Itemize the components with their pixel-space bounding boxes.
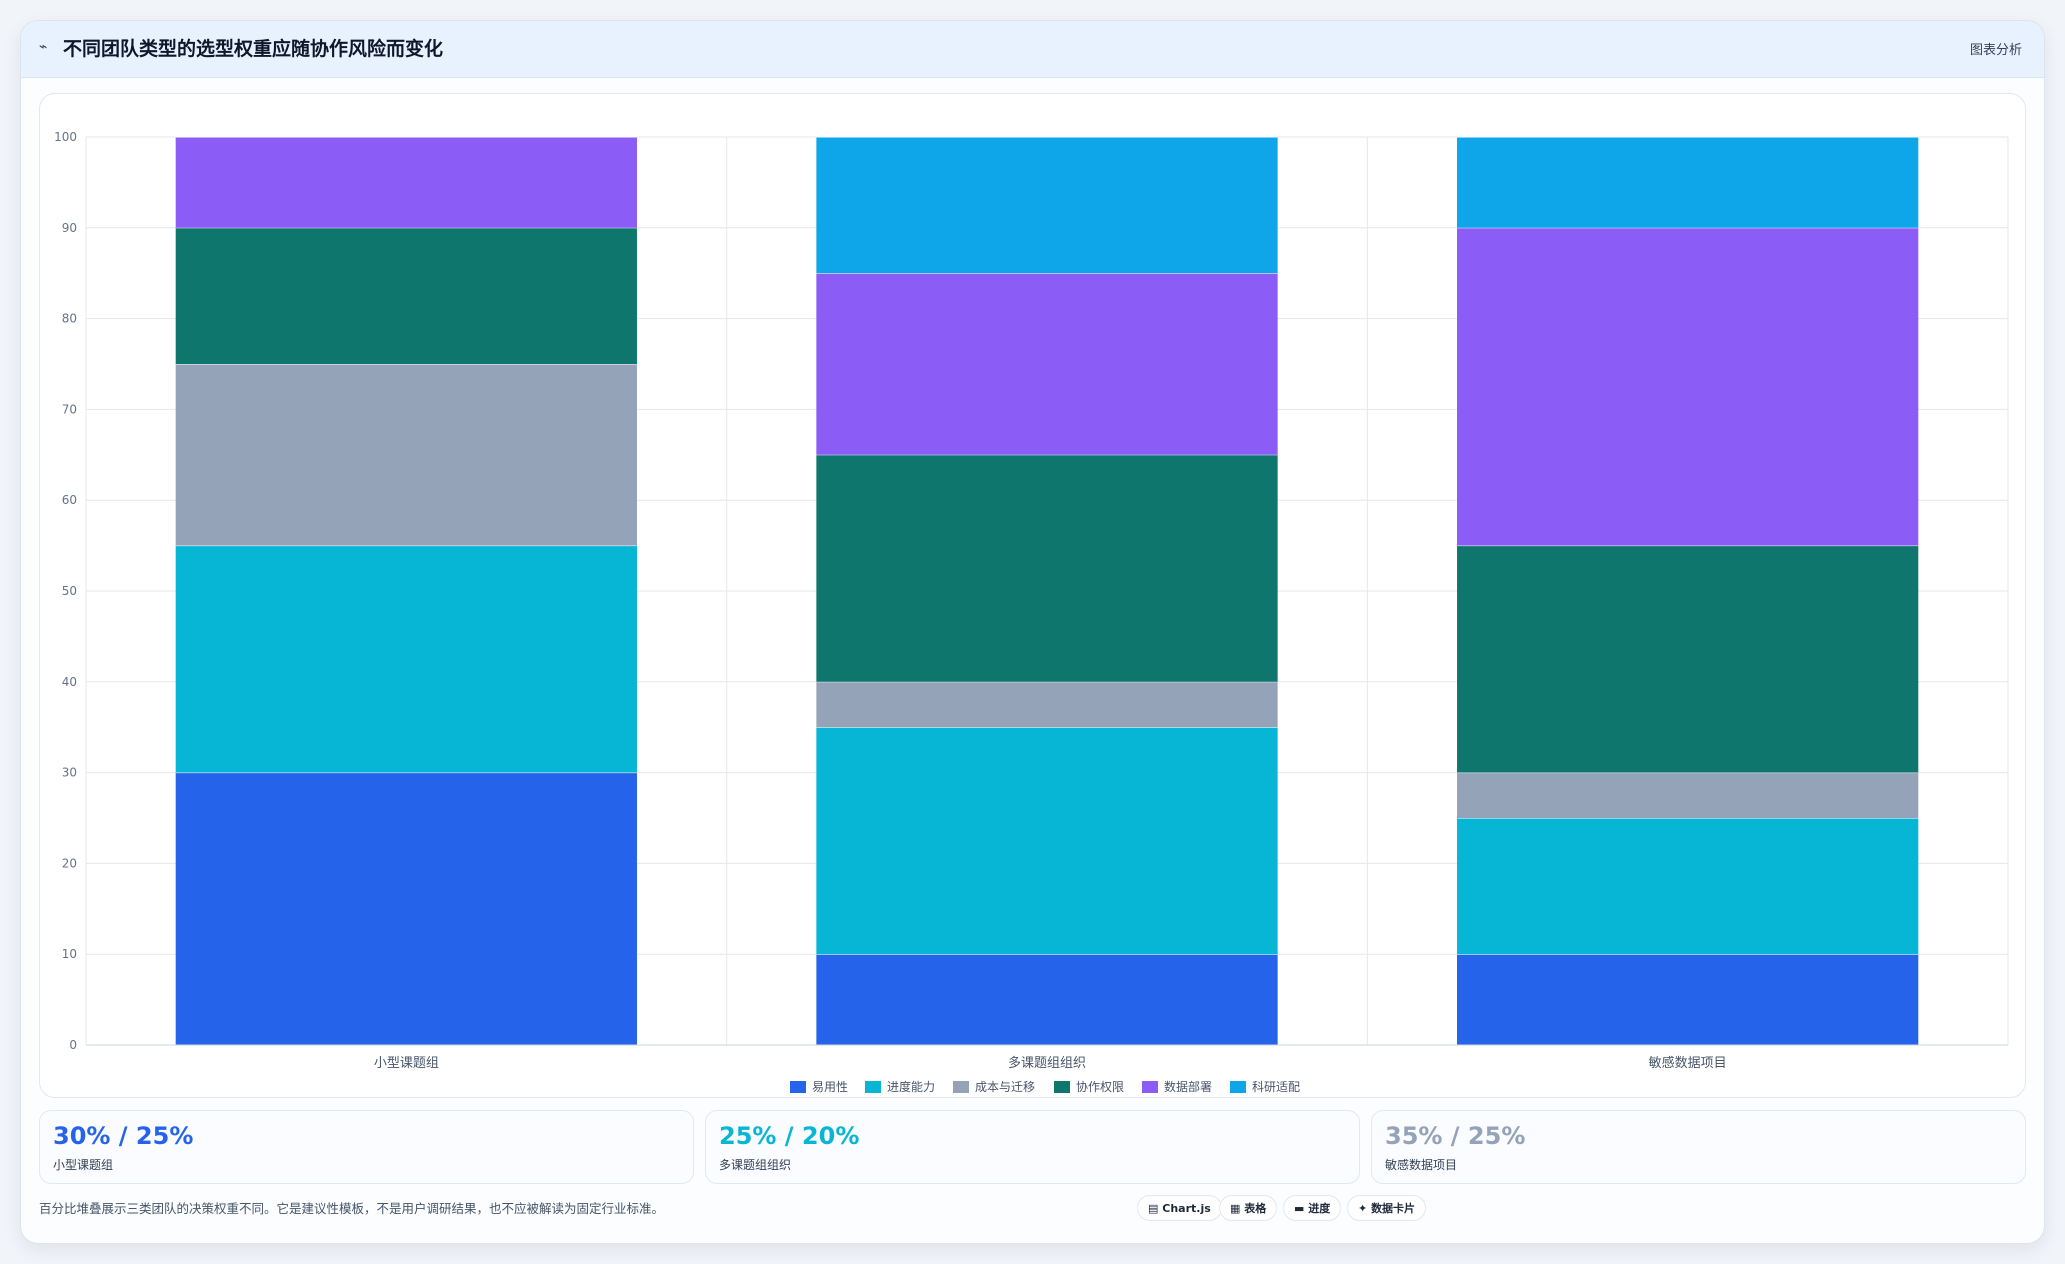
chip-label: 表格 xyxy=(1244,1202,1267,1215)
bar-segment xyxy=(175,772,637,1045)
y-tick-label: 60 xyxy=(62,493,77,507)
chip-progress[interactable]: ▬ 进度 xyxy=(1283,1195,1342,1221)
chip-label: 数据卡片 xyxy=(1371,1202,1416,1215)
chip-table[interactable]: ▦ 表格 xyxy=(1219,1195,1278,1221)
bar-segment xyxy=(816,681,1278,728)
bar-segment xyxy=(1457,818,1919,955)
stat-card-sensitive-data: 35% / 25% 敏感数据项目 xyxy=(1371,1110,2026,1184)
chart-card: 0 10 20 30 40 50 60 70 80 90 100 小型课题组 多课题组组织 敏感数据项目易… xyxy=(39,93,2026,1098)
y-tick-label: 80 xyxy=(62,312,77,326)
legend-label: 协作权限 xyxy=(1076,1079,1124,1094)
legend-label: 成本与迁移 xyxy=(975,1080,1035,1094)
chart-analysis-button[interactable]: 图表分析 xyxy=(1969,43,2022,58)
legend-swatch xyxy=(790,1081,806,1093)
legend-swatch xyxy=(865,1081,881,1093)
legend-swatch xyxy=(1054,1081,1070,1093)
x-tick-label: 敏感数据项目 xyxy=(1649,1055,1727,1071)
bar-segment xyxy=(1457,772,1919,818)
y-tick-label: 40 xyxy=(62,675,77,689)
chip-data-card[interactable]: ✦ 数据卡片 xyxy=(1347,1195,1427,1221)
chart-panel: ⌁ 不同团队类型的选型权重应随协作风险而变化 图表分析 0 10 20 30 40 50 6… xyxy=(20,20,2045,1244)
y-tick-label: 100 xyxy=(54,130,77,144)
stacked-bar-chart: 0 10 20 30 40 50 60 70 80 90 100 小型课题组 多课题组组织 敏感数据项目易… xyxy=(54,130,2009,1094)
x-tick-label: 多课题组组织 xyxy=(1008,1055,1086,1071)
stat-value: 25% / 20% xyxy=(719,1122,860,1150)
bar-segment xyxy=(1457,954,1919,1045)
y-tick-label: 90 xyxy=(62,221,77,235)
bar-segment xyxy=(175,227,637,364)
y-tick-label: 10 xyxy=(62,947,77,961)
legend-label: 科研适配 xyxy=(1252,1080,1300,1094)
bar-segment xyxy=(175,545,637,773)
x-tick-label: 小型课题组 xyxy=(374,1056,439,1071)
bar-segment xyxy=(816,727,1278,955)
stat-label: 敏感数据项目 xyxy=(1385,1158,1458,1172)
y-tick-label: 0 xyxy=(69,1038,77,1052)
legend-label: 进度能力 xyxy=(887,1079,935,1094)
stat-label: 多课题组组织 xyxy=(719,1158,792,1172)
bar-segment xyxy=(1457,545,1919,773)
bar-segment xyxy=(816,273,1278,455)
y-tick-label: 20 xyxy=(62,856,77,870)
stat-card-small-group: 30% / 25% 小型课题组 xyxy=(39,1110,694,1184)
progress-icon: ▬ xyxy=(1294,1202,1305,1215)
legend-swatch xyxy=(953,1081,969,1093)
y-tick-label: 70 xyxy=(62,402,77,416)
chip-chartjs[interactable]: ▤ Chart.js xyxy=(1137,1195,1222,1221)
panel-title: 不同团队类型的选型权重应随协作风险而变化 xyxy=(63,38,444,60)
bar-segment xyxy=(1457,227,1919,546)
chart-footnote: 百分比堆叠展示三类团队的决策权重不同。它是建议性模板，不是用户调研结果，也不应被… xyxy=(39,1201,665,1216)
stat-value: 30% / 25% xyxy=(53,1122,194,1150)
stat-value: 35% / 25% xyxy=(1385,1122,1526,1150)
bar-segment xyxy=(1457,137,1919,228)
chip-label: 进度 xyxy=(1308,1202,1331,1215)
bar-segment xyxy=(816,137,1278,274)
stat-card-multi-group: 25% / 20% 多课题组组织 xyxy=(705,1110,1360,1184)
y-tick-label: 30 xyxy=(62,766,77,780)
bar-segment xyxy=(175,137,637,228)
panel-header: ⌁ 不同团队类型的选型权重应随协作风险而变化 图表分析 xyxy=(21,21,2044,78)
legend-label: 数据部署 xyxy=(1164,1079,1212,1094)
stat-cards: 30% / 25% 小型课题组 25% / 20% 多课题组组织 35% / 2… xyxy=(39,1110,2026,1184)
bar-segment xyxy=(175,364,637,546)
chart-icon: ▤ xyxy=(1148,1202,1159,1215)
legend-swatch xyxy=(1142,1081,1158,1093)
table-icon: ▦ xyxy=(1230,1202,1241,1215)
bar-segment xyxy=(816,954,1278,1045)
chart-line-icon: ⌁ xyxy=(39,39,48,55)
y-tick-label: 50 xyxy=(62,584,77,598)
legend-label: 易用性 xyxy=(812,1080,848,1094)
stat-label: 小型课题组 xyxy=(53,1158,114,1172)
bar-segment xyxy=(816,454,1278,682)
legend-swatch xyxy=(1230,1081,1246,1093)
chip-label: Chart.js xyxy=(1162,1202,1211,1215)
sparkle-icon: ✦ xyxy=(1358,1202,1368,1215)
